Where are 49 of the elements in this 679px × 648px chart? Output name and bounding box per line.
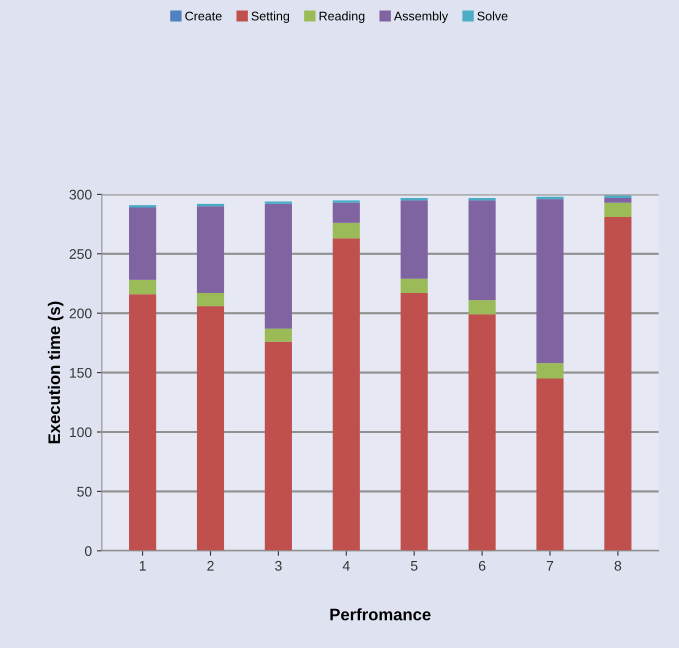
legend-label: Create	[185, 12, 222, 20]
x-tick-label: 1	[140, 561, 146, 571]
bar	[196, 206, 224, 294]
legend-label: Solve	[477, 11, 508, 20]
legend-label: Assembly	[394, 11, 448, 23]
bar	[196, 204, 224, 206]
y-tick-label: 300	[69, 190, 92, 200]
bar	[400, 198, 428, 200]
bar	[604, 198, 632, 203]
bar	[129, 280, 156, 294]
bar	[332, 202, 360, 223]
bar	[196, 293, 224, 306]
bar	[264, 342, 292, 551]
bar	[604, 202, 632, 217]
bar	[468, 198, 496, 200]
bar	[129, 294, 156, 551]
bar	[400, 200, 428, 279]
bar	[536, 363, 564, 379]
bar	[264, 204, 292, 329]
y-tick-label: 50	[77, 486, 92, 497]
bar	[468, 314, 496, 551]
bar	[264, 328, 292, 342]
bar	[129, 207, 156, 280]
bar	[468, 300, 496, 314]
x-axis-title: Perfromance	[330, 608, 431, 620]
y-tick-label: 150	[70, 368, 92, 378]
y-tick-label: 200	[70, 308, 92, 318]
bar	[536, 199, 564, 364]
legend-label: Reading	[320, 11, 364, 23]
bar	[604, 216, 632, 551]
bar	[332, 222, 360, 238]
x-tick-label: 5	[410, 561, 418, 571]
x-tick-label: 8	[614, 560, 622, 571]
x-tick-label: 3	[275, 560, 282, 571]
bar	[332, 238, 360, 551]
bar	[400, 293, 428, 551]
x-tick-label: 4	[342, 561, 350, 571]
x-tick-label: 6	[478, 560, 486, 571]
x-tick-label: 7	[546, 561, 554, 571]
y-tick-label: 100	[70, 427, 92, 438]
x-tick-label: 2	[207, 560, 214, 571]
y-tick-label: 0	[84, 546, 92, 556]
y-axis-title: Execution time (s)	[48, 302, 64, 444]
bar	[400, 278, 428, 294]
y-tick-label: 250	[70, 249, 92, 259]
legend-label: Setting	[251, 11, 290, 23]
bar	[536, 378, 564, 551]
bar	[196, 306, 224, 551]
bar	[468, 200, 496, 300]
